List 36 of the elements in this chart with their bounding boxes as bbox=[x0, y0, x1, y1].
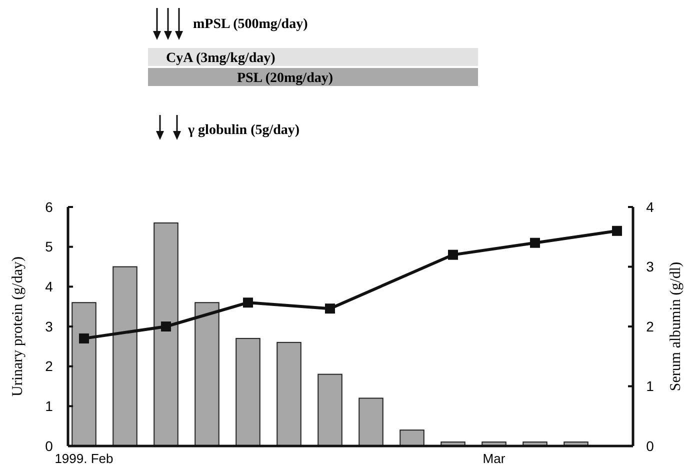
y-tick-label: 0 bbox=[45, 438, 54, 454]
bar bbox=[194, 302, 220, 446]
y2-tick-label: 3 bbox=[646, 258, 654, 275]
x-tick-label: 1999. Feb bbox=[54, 451, 114, 466]
bar bbox=[318, 374, 342, 446]
bar bbox=[276, 342, 302, 446]
point bbox=[160, 322, 171, 332]
y2-tick-label: 2 bbox=[646, 318, 654, 334]
point bbox=[78, 333, 89, 344]
y-tick-label: 1 bbox=[45, 398, 54, 414]
y2-tick-label: 4 bbox=[646, 198, 654, 215]
y2-tick-label: 0 bbox=[646, 438, 654, 454]
point bbox=[242, 298, 253, 308]
point bbox=[448, 250, 458, 260]
point bbox=[530, 238, 540, 248]
bar bbox=[400, 430, 424, 446]
bar bbox=[112, 266, 138, 446]
text: CyA (3mg/kg/day) bbox=[166, 51, 276, 66]
bar bbox=[358, 398, 384, 446]
x-tick-label: Mar bbox=[482, 451, 506, 466]
y-axis-title: Urinary protein (g/day) bbox=[10, 256, 26, 396]
text: PSL (20mg/day) bbox=[236, 71, 334, 86]
y2-axis-title: Serum albumin (g/dl) bbox=[668, 262, 684, 392]
text: mPSL (500mg/day) bbox=[193, 17, 308, 32]
bar bbox=[72, 302, 96, 446]
bar bbox=[154, 222, 178, 446]
y2-tick-label: 1 bbox=[646, 378, 654, 394]
y-tick-label: 4 bbox=[45, 278, 54, 295]
y-tick-label: 3 bbox=[45, 318, 54, 334]
y-tick-label: 6 bbox=[45, 198, 54, 215]
bar bbox=[236, 338, 260, 446]
y-tick-label: 5 bbox=[45, 238, 54, 255]
text: γ globulin (5g/day) bbox=[187, 123, 300, 138]
point bbox=[325, 304, 335, 314]
y-tick-label: 2 bbox=[45, 358, 54, 374]
point bbox=[612, 226, 622, 236]
